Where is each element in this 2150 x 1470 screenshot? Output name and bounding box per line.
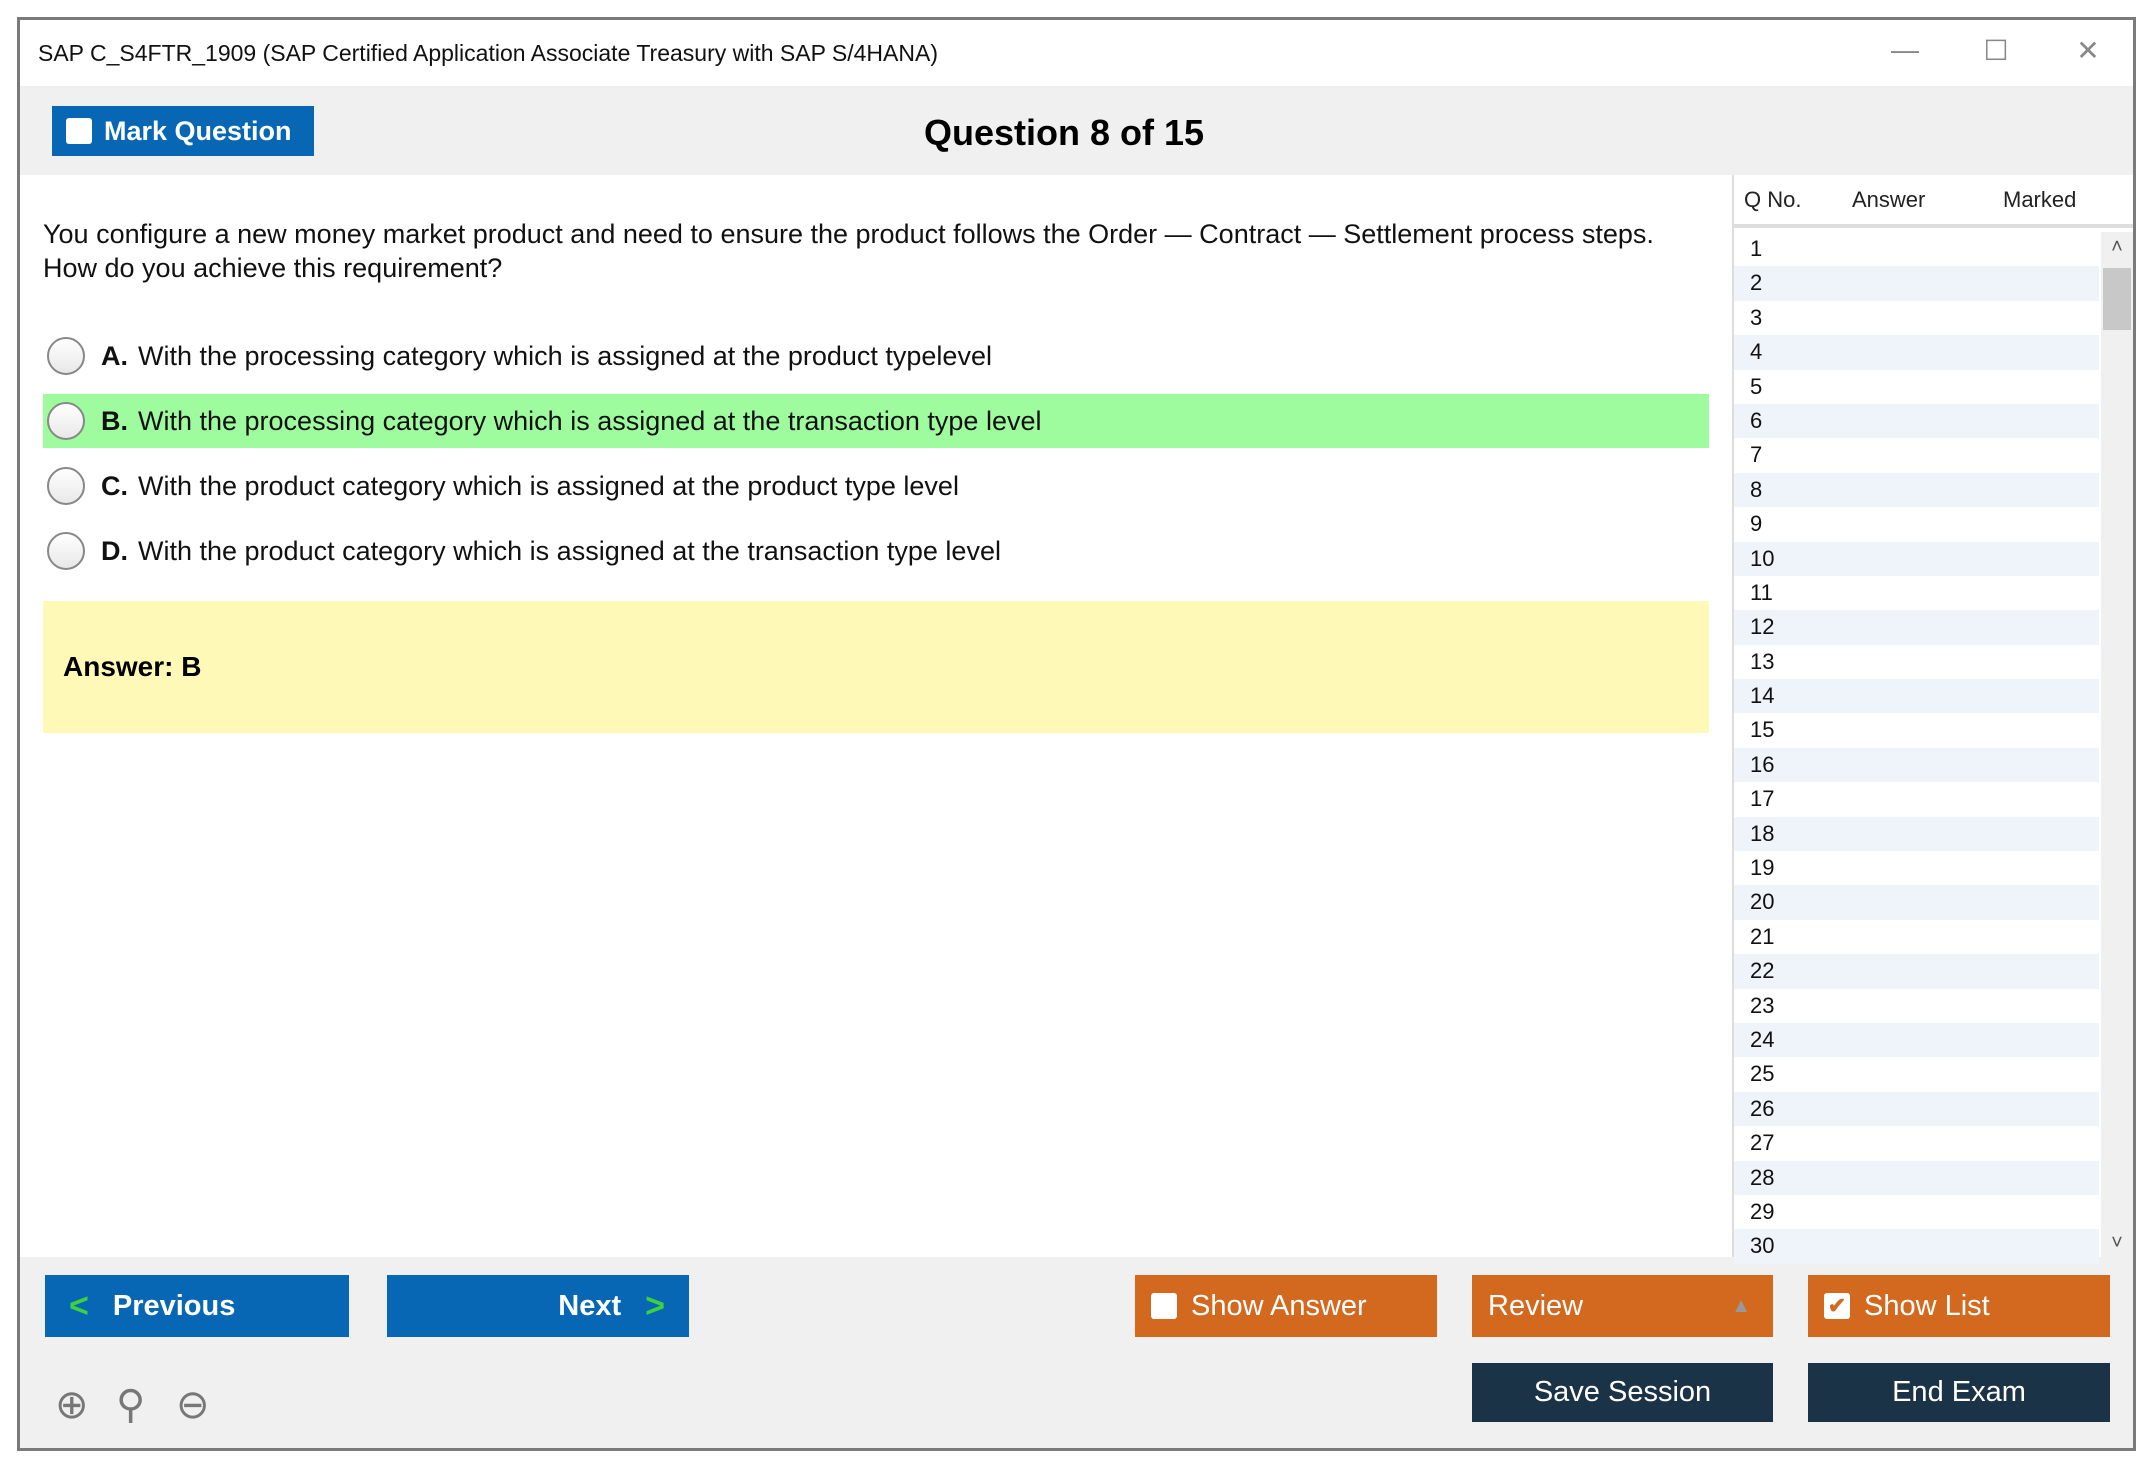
show-answer-label: Show Answer xyxy=(1191,1289,1367,1322)
option-c[interactable]: C. With the product category which is ass… xyxy=(43,459,1709,513)
list-header: Q No. Answer Marked xyxy=(1734,175,2133,228)
list-row[interactable]: 27 xyxy=(1750,1130,1775,1156)
list-row[interactable]: 20 xyxy=(1734,885,2099,920)
title-bar: SAP C_S4FTR_1909 (SAP Certified Applicat… xyxy=(20,20,2133,86)
option-letter: A. xyxy=(101,340,128,371)
checkbox-checked-icon: ✔ xyxy=(1824,1293,1850,1319)
list-row[interactable]: 14 xyxy=(1734,679,2099,714)
option-letter: C. xyxy=(101,470,128,501)
column-header-answer[interactable]: Answer xyxy=(1852,186,1926,212)
mark-question-label: Mark Question xyxy=(104,115,292,146)
app-window: SAP C_S4FTR_1909 (SAP Certified Applicat… xyxy=(17,17,2136,1451)
option-text: With the processing category which is as… xyxy=(138,340,992,371)
next-label: Next xyxy=(558,1289,622,1322)
show-list-button[interactable]: ✔ Show List xyxy=(1808,1275,2110,1337)
list-row[interactable]: 18 xyxy=(1734,816,2099,852)
option-letter: D. xyxy=(101,535,128,566)
list-row[interactable]: 7 xyxy=(1750,442,1763,468)
list-row[interactable]: 8 xyxy=(1734,472,2099,508)
radio-button[interactable] xyxy=(47,467,85,505)
list-row[interactable]: 15 xyxy=(1750,717,1775,743)
list-row[interactable]: 9 xyxy=(1750,511,1763,537)
scroll-down-icon[interactable]: ˅ xyxy=(2111,1232,2123,1254)
list-row[interactable]: 12 xyxy=(1734,610,2099,645)
question-list-panel: Q No. Answer Marked 1 2 3 4 5 6 7 8 9 10 11 12 13 14 1… xyxy=(1732,175,2133,1264)
checkbox-icon xyxy=(66,118,92,144)
caret-up-icon: ▲ xyxy=(1731,1294,1751,1317)
zoom-out-icon[interactable]: ⊖ xyxy=(176,1383,210,1427)
question-area: You configure a new money market product… xyxy=(20,175,1732,1257)
option-text: With the product category which is assig… xyxy=(138,535,1001,566)
question-text: You configure a new money market product… xyxy=(43,219,1654,283)
mark-question-button[interactable]: Mark Question xyxy=(52,106,314,156)
list-row[interactable]: 30 xyxy=(1734,1229,2099,1264)
window-title: SAP C_S4FTR_1909 (SAP Certified Applicat… xyxy=(38,40,938,66)
checkbox-icon xyxy=(1151,1293,1177,1319)
scroll-thumb[interactable] xyxy=(2103,268,2131,330)
column-header-marked[interactable]: Marked xyxy=(2003,186,2077,212)
next-button[interactable]: Next > xyxy=(387,1275,689,1337)
list-row[interactable]: 25 xyxy=(1750,1061,1775,1087)
option-letter: B. xyxy=(101,405,128,436)
list-row[interactable]: 1 xyxy=(1750,236,1763,261)
list-row[interactable]: 10 xyxy=(1734,541,2099,576)
answer-box: Answer: B xyxy=(43,601,1709,733)
list-rows: 1 2 3 4 5 6 7 8 9 10 11 12 13 14 15 16 17 18 19 20 21 22 23 24 2… xyxy=(1734,232,2099,1264)
list-row[interactable]: 19 xyxy=(1750,855,1775,881)
list-row[interactable]: 4 xyxy=(1734,335,2099,370)
end-exam-button[interactable]: End Exam xyxy=(1808,1363,2110,1422)
previous-label: Previous xyxy=(112,1289,236,1322)
option-text: With the processing category which is as… xyxy=(138,405,1042,436)
review-label: Review xyxy=(1488,1289,1584,1322)
list-row[interactable]: 2 xyxy=(1734,266,2099,301)
review-dropdown[interactable]: Review ▲ xyxy=(1472,1275,1773,1337)
list-row[interactable]: 28 xyxy=(1734,1160,2099,1195)
list-row[interactable]: 21 xyxy=(1750,923,1775,949)
list-row[interactable]: 6 xyxy=(1734,403,2099,439)
chevron-right-icon: > xyxy=(645,1286,665,1325)
question-title: Question 8 of 15 xyxy=(923,112,1205,153)
list-row[interactable]: 29 xyxy=(1750,1198,1775,1224)
radio-button[interactable] xyxy=(47,337,85,375)
option-d[interactable]: D. With the product category which is ass… xyxy=(43,524,1709,578)
list-row[interactable]: 26 xyxy=(1734,1091,2099,1127)
list-row[interactable]: 23 xyxy=(1750,992,1775,1018)
list-row[interactable]: 3 xyxy=(1750,304,1763,330)
show-list-label: Show List xyxy=(1864,1289,1990,1322)
option-text: With the product category which is assig… xyxy=(138,470,959,501)
scroll-up-icon[interactable]: ˄ xyxy=(2111,236,2123,258)
list-row[interactable]: 16 xyxy=(1734,747,2099,783)
list-row[interactable]: 11 xyxy=(1750,579,1773,605)
maximize-icon[interactable]: ☐ xyxy=(1983,35,2009,66)
option-b[interactable]: B. With the processing category which is … xyxy=(43,394,1709,448)
close-icon[interactable]: ✕ xyxy=(2076,35,2100,66)
zoom-in-icon[interactable]: ⊕ xyxy=(55,1383,89,1427)
column-header-qno[interactable]: Q No. xyxy=(1744,186,1802,212)
list-row[interactable]: 13 xyxy=(1750,648,1775,674)
list-row[interactable]: 22 xyxy=(1734,954,2099,989)
previous-button[interactable]: < Previous xyxy=(45,1275,349,1337)
list-row[interactable]: 24 xyxy=(1734,1022,2099,1058)
scrollbar[interactable]: ˄ ˅ xyxy=(2101,232,2133,1257)
minimize-icon[interactable]: — xyxy=(1891,34,1919,65)
chevron-left-icon: < xyxy=(69,1286,89,1325)
list-row[interactable]: 17 xyxy=(1750,786,1775,812)
show-answer-button[interactable]: Show Answer xyxy=(1135,1275,1437,1337)
save-session-button[interactable]: Save Session xyxy=(1472,1363,1773,1422)
radio-button[interactable] xyxy=(47,532,85,570)
header: Mark Question Question 8 of 15 xyxy=(20,86,2133,175)
zoom-reset-icon[interactable]: ⚲ xyxy=(116,1383,146,1427)
radio-button[interactable] xyxy=(47,402,85,440)
option-a[interactable]: A. With the processing category which is … xyxy=(43,329,1709,383)
list-row[interactable]: 5 xyxy=(1750,373,1763,399)
